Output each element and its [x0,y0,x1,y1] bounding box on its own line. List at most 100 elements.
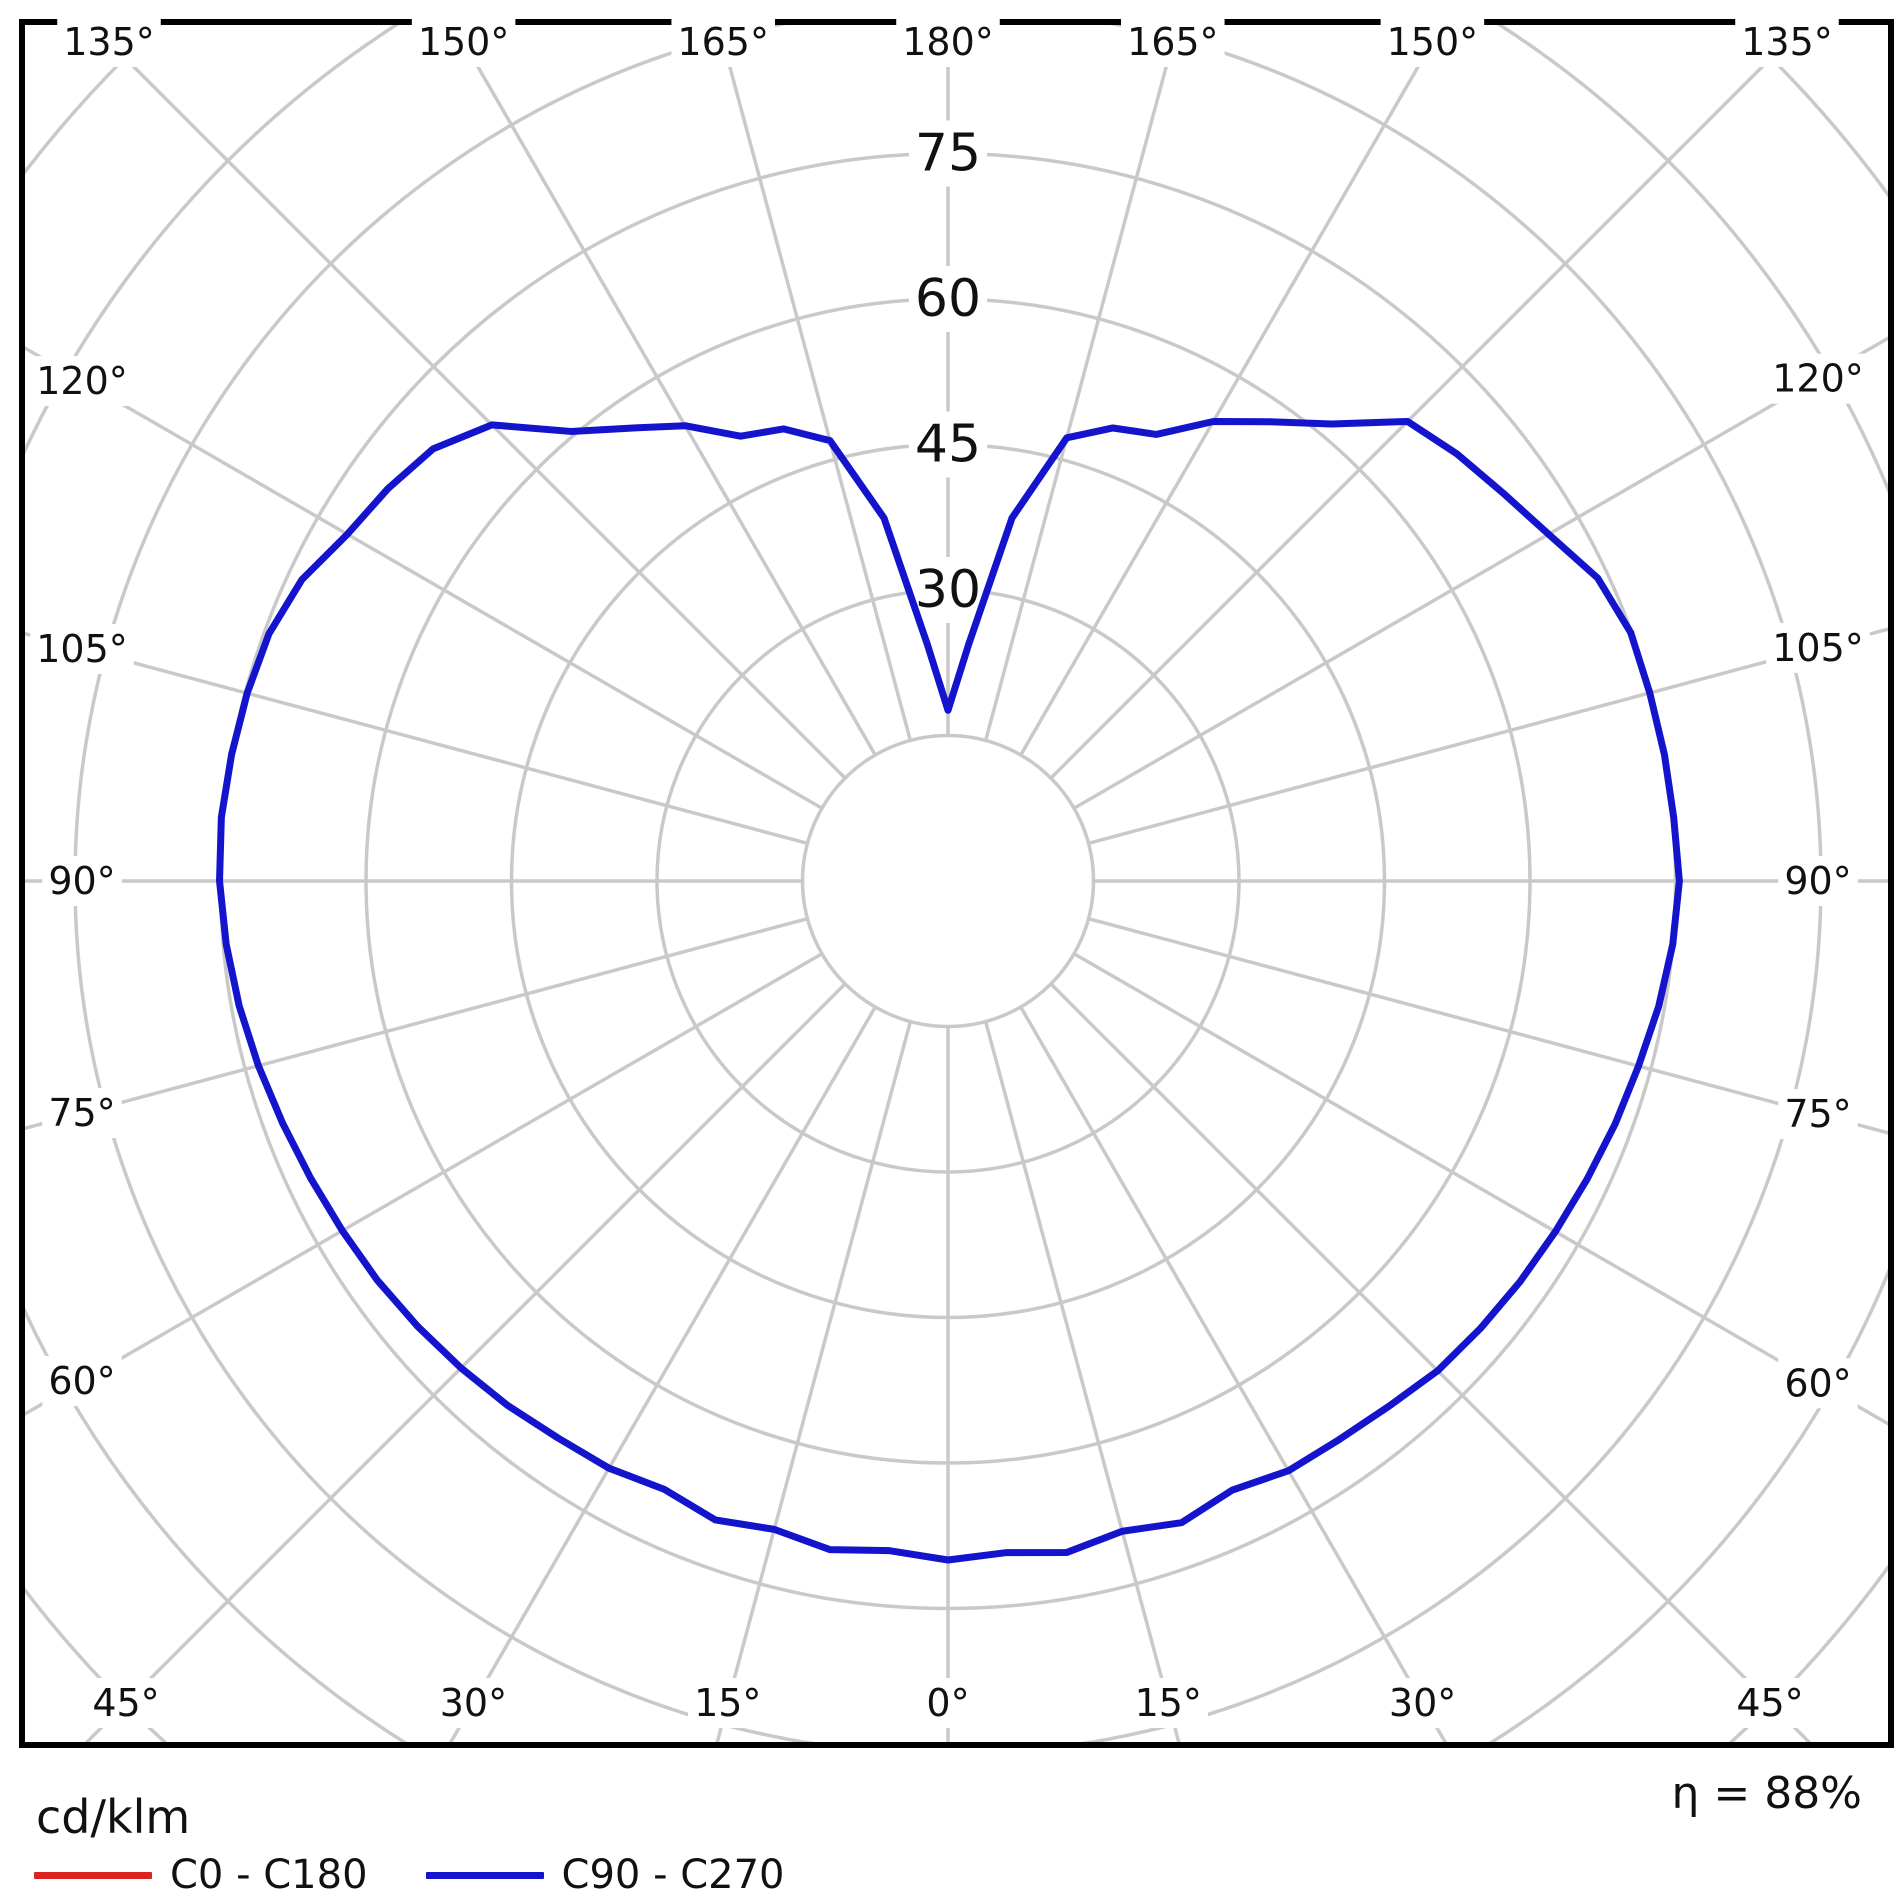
curve-c90-c270 [216,417,1683,1564]
svg-text:75: 75 [915,124,981,184]
svg-text:105°: 105° [1772,626,1864,670]
svg-text:150°: 150° [418,20,510,64]
svg-text:150°: 150° [1387,20,1479,64]
grid-spoke [983,1021,1181,1742]
svg-text:120°: 120° [1772,357,1864,401]
angle-label-75-right: 75° [1778,1089,1858,1140]
angle-label-75-right-bg [1778,1089,1858,1140]
legend-line-c0-c180 [34,1871,152,1879]
angle-label-180-right-bg [896,17,1000,67]
svg-text:135°: 135° [63,20,155,64]
radial-tick-label-60: 60 [908,266,988,332]
angle-label-75-left: 75° [42,1088,122,1139]
grid-spoke [716,25,913,741]
angle-label-135-right: 135° [1735,17,1839,67]
radial-tick-label-60-bg [908,266,988,332]
radial-tick-label-75: 75 [908,120,988,187]
angle-label-165-right-bg [1121,17,1225,67]
angle-label-135-left: 135° [57,17,161,67]
angle-label-105-left-bg [30,623,134,674]
grid-spoke [1073,336,1888,810]
svg-text:165°: 165° [677,20,769,64]
grid-spoke [451,25,877,756]
angle-label-120-right-bg [1766,353,1870,404]
svg-text:15°: 15° [1135,1681,1202,1725]
angle-label-120-left: 120° [30,356,134,407]
angle-label-120-left-bg [30,356,134,407]
svg-text:30: 30 [915,560,981,620]
unit-label: cd/klm [36,1790,191,1844]
svg-text:0°: 0° [926,1681,969,1725]
grid-spoke [1088,916,1888,1135]
svg-text:75°: 75° [48,1091,115,1135]
angle-label-165-left-bg [671,17,775,67]
grid-spoke [25,346,823,810]
svg-text:165°: 165° [1127,20,1219,64]
svg-text:60°: 60° [48,1359,115,1403]
angle-label-135-left-bg [57,17,161,67]
angle-label-30-left: 30° [433,1678,514,1728]
angle-label-150-right-bg [1380,17,1485,67]
grid-spoke [448,1006,877,1742]
svg-text:45°: 45° [1736,1681,1803,1725]
angle-label-30-right-bg [1382,1678,1463,1728]
svg-text:90°: 90° [1784,859,1851,903]
svg-text:90°: 90° [48,859,115,903]
svg-text:60: 60 [915,269,981,329]
angle-label-30-left-bg [433,1678,514,1728]
legend-line-c90-c270 [425,1871,544,1879]
angle-label-150-left-bg [411,17,516,67]
angle-label-75-left-bg [42,1088,122,1139]
grid-spoke [1088,627,1888,846]
grid-spoke [1019,25,1445,756]
grid-spoke [715,1021,913,1742]
angle-label-90-right: 90° [1778,856,1858,906]
svg-text:60°: 60° [1784,1361,1851,1405]
radial-tick-label-45: 45 [908,411,988,478]
angle-label-105-right-bg [1766,622,1870,673]
svg-text:15°: 15° [694,1681,761,1725]
grid-ring [800,733,1096,1029]
grid-spoke [1019,1006,1448,1742]
angle-label-15-left: 15° [688,1678,768,1728]
radial-tick-label-30: 30 [908,557,988,623]
angle-label-60-left: 60° [42,1355,122,1406]
efficiency-label: η = 88% [1671,1768,1862,1819]
angle-label-150-left: 150° [411,17,516,67]
svg-text:120°: 120° [36,359,128,403]
angle-label-165-left: 165° [671,17,775,67]
grid-spoke [1073,952,1888,1426]
angle-label-60-right: 60° [1778,1358,1858,1409]
radial-tick-label-75-bg [908,120,988,187]
angle-label-60-right-bg [1778,1358,1858,1409]
angle-label-15-right: 15° [1128,1678,1208,1728]
angle-label-150-right: 150° [1380,17,1485,67]
radial-tick-label-30-bg [908,557,988,623]
svg-text:45: 45 [915,415,981,475]
svg-text:45°: 45° [92,1681,159,1725]
legend-label-c0-c180: C0 - C180 [170,1852,368,1898]
angle-label-45-left-bg [86,1678,166,1728]
angle-label-45-right-bg [1730,1678,1810,1728]
angle-label-105-right: 105° [1766,622,1870,673]
legend: C0 - C180 C90 - C270 [34,1852,785,1898]
svg-text:135°: 135° [1741,20,1833,64]
angle-label-45-right: 45° [1730,1678,1810,1728]
radial-tick-label-45-bg [908,411,988,478]
svg-text:105°: 105° [36,627,128,671]
angle-label-0-right-bg [920,1678,976,1728]
angle-label-180-right: 180° [896,17,1000,67]
angle-label-90-left-bg [42,856,122,906]
angle-label-60-left-bg [42,1355,122,1406]
angle-label-0-right: 0° [920,1678,976,1728]
angle-label-90-right-bg [1778,856,1858,906]
angle-label-135-right-bg [1735,17,1839,67]
legend-label-c90-c270: C90 - C270 [561,1852,785,1898]
angle-label-15-left-bg [688,1678,768,1728]
angle-label-45-left: 45° [86,1678,166,1728]
angle-label-30-right: 30° [1382,1678,1463,1728]
svg-text:75°: 75° [1784,1092,1851,1136]
svg-text:30°: 30° [440,1681,507,1725]
